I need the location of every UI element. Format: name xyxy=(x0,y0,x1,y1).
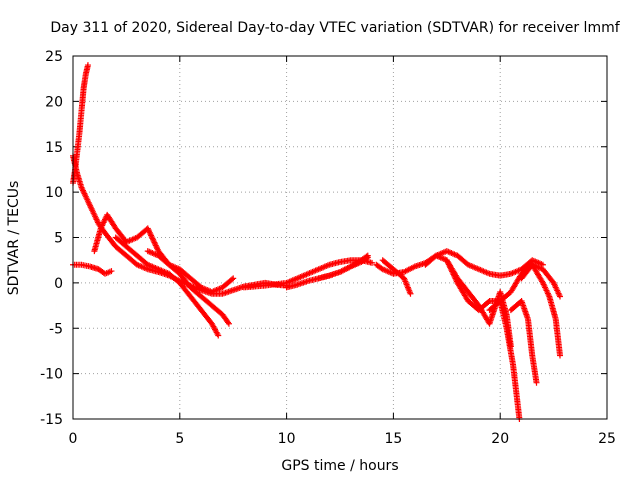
series-arc-f xyxy=(283,252,371,291)
y-tick-label: 25 xyxy=(45,49,63,65)
data-point xyxy=(557,293,564,300)
y-tick-label: -5 xyxy=(49,321,63,337)
data-point xyxy=(84,62,91,69)
series-arc-m xyxy=(507,298,540,386)
series-arc-n xyxy=(518,261,564,300)
data-point xyxy=(407,290,414,297)
y-tick-label: 10 xyxy=(45,185,63,201)
data-point xyxy=(507,343,514,350)
data-point xyxy=(557,352,564,359)
y-axis-label: SDTVAR / TECUs xyxy=(6,181,22,296)
y-tick-label: 20 xyxy=(45,94,63,110)
data-point xyxy=(485,299,492,306)
data-point xyxy=(225,320,232,327)
chart-title: Day 311 of 2020, Sidereal Day-to-day VTE… xyxy=(50,20,620,36)
series-layer xyxy=(70,62,564,422)
y-tick-label: -10 xyxy=(40,367,63,383)
series-arc-low xyxy=(70,261,115,277)
series-arc-h xyxy=(373,248,546,279)
series-arc-d xyxy=(112,234,222,339)
x-tick-label: 0 xyxy=(69,431,78,447)
data-point xyxy=(533,379,540,386)
series-arc-l xyxy=(486,261,564,359)
data-point xyxy=(230,275,237,282)
y-tick-label: -15 xyxy=(40,412,63,428)
data-point xyxy=(225,319,232,326)
x-axis-label: GPS time / hours xyxy=(281,458,398,474)
y-tick-label: 15 xyxy=(45,140,63,156)
x-tick-label: 15 xyxy=(384,431,402,447)
x-tick-label: 10 xyxy=(278,431,296,447)
series-arc-g xyxy=(315,254,371,282)
data-point xyxy=(215,332,222,339)
plot-frame xyxy=(72,55,608,420)
series-arc-c xyxy=(144,248,232,327)
data-point xyxy=(363,255,370,262)
x-tick-label: 20 xyxy=(491,431,509,447)
data-point xyxy=(108,268,115,275)
y-tick-label: 0 xyxy=(54,276,63,292)
series-arc-i xyxy=(379,257,414,297)
x-tick-label: 25 xyxy=(598,431,616,447)
data-point xyxy=(229,276,236,283)
data-point xyxy=(369,259,376,266)
data-point xyxy=(364,254,371,261)
y-tick-label: 5 xyxy=(54,231,63,247)
x-tick-label: 5 xyxy=(175,431,184,447)
